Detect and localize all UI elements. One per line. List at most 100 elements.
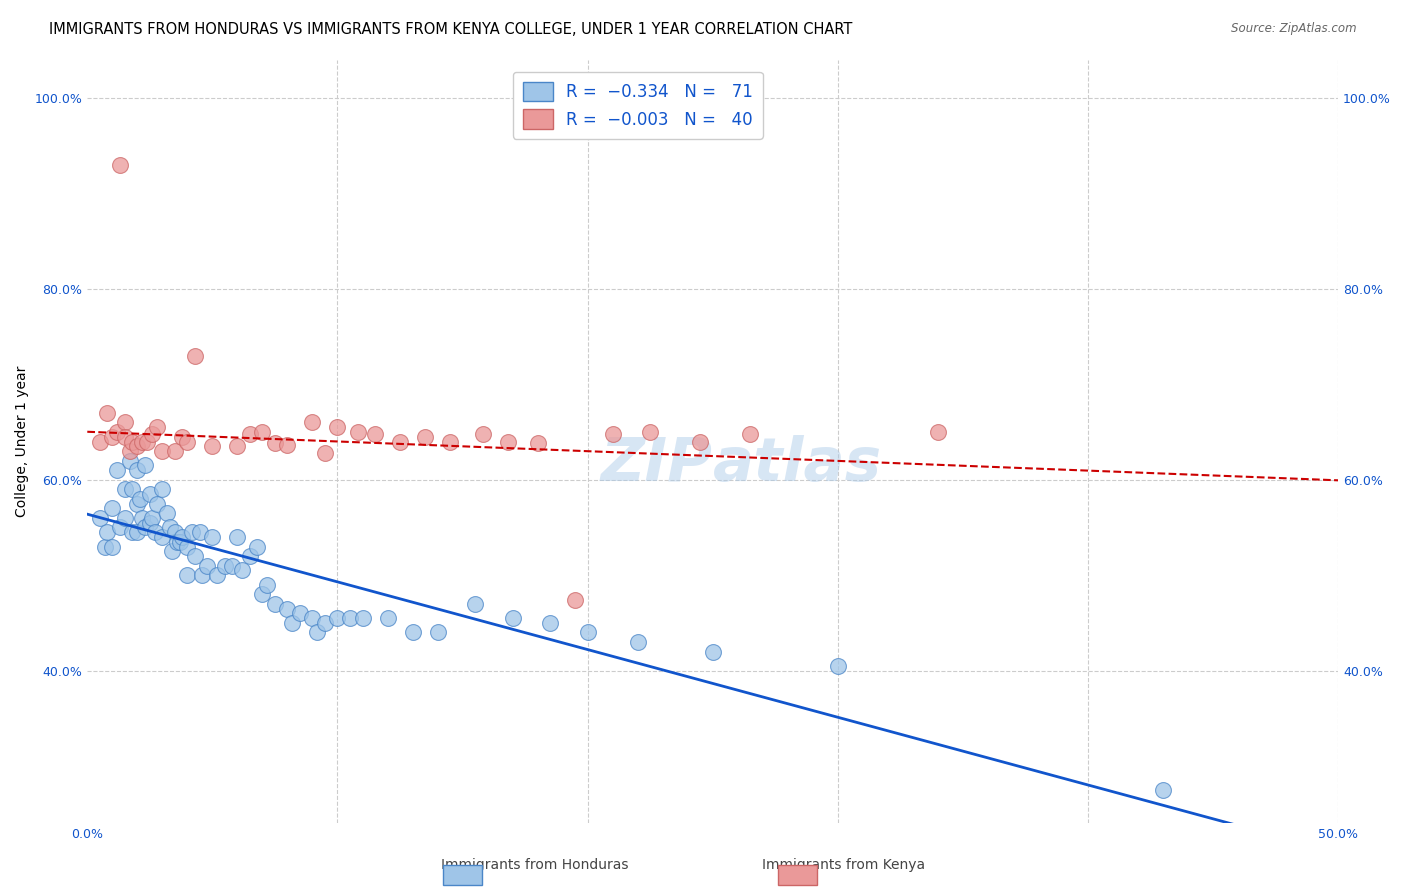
Point <box>108 520 131 534</box>
Point <box>201 530 224 544</box>
Point <box>827 659 849 673</box>
Point <box>221 558 243 573</box>
Point <box>121 525 143 540</box>
Point <box>426 625 449 640</box>
Point <box>131 434 153 449</box>
Point <box>314 615 336 630</box>
Point <box>339 611 361 625</box>
Point <box>105 463 128 477</box>
Point <box>150 444 173 458</box>
Point <box>377 611 399 625</box>
Point <box>689 434 711 449</box>
Point <box>159 520 181 534</box>
Text: atlas: atlas <box>713 435 882 494</box>
Point <box>401 625 423 640</box>
Point <box>226 530 249 544</box>
Point <box>150 530 173 544</box>
Point <box>146 420 169 434</box>
Point <box>139 516 162 530</box>
Point <box>702 644 724 658</box>
Point <box>166 534 188 549</box>
Point <box>96 525 118 540</box>
Point <box>564 593 586 607</box>
Point <box>114 483 136 497</box>
Point <box>439 434 461 449</box>
Point <box>627 635 650 649</box>
Point <box>346 425 368 439</box>
Point <box>118 444 141 458</box>
Point <box>252 587 274 601</box>
Point <box>89 434 111 449</box>
Point <box>740 426 762 441</box>
Point <box>172 430 194 444</box>
Point <box>101 540 124 554</box>
Point <box>239 549 262 563</box>
Point <box>264 436 287 450</box>
Point <box>176 434 198 449</box>
Point <box>127 525 149 540</box>
Point <box>134 520 156 534</box>
Point <box>156 506 179 520</box>
Point <box>176 540 198 554</box>
Point <box>89 511 111 525</box>
Point <box>131 511 153 525</box>
Point <box>252 425 274 439</box>
Point <box>207 568 229 582</box>
Point <box>256 578 278 592</box>
Point <box>114 430 136 444</box>
Point <box>246 540 269 554</box>
Point <box>638 425 661 439</box>
Point <box>108 158 131 172</box>
Point <box>114 416 136 430</box>
Point <box>101 501 124 516</box>
Point <box>141 511 163 525</box>
Point <box>127 439 149 453</box>
Point <box>281 615 304 630</box>
Point <box>276 438 298 452</box>
Point <box>121 434 143 449</box>
Point <box>602 426 624 441</box>
Point <box>231 563 253 577</box>
Point <box>364 426 387 441</box>
Point <box>141 426 163 441</box>
Point <box>96 406 118 420</box>
Point <box>162 544 184 558</box>
Point <box>239 426 262 441</box>
Point <box>307 625 329 640</box>
Point <box>101 430 124 444</box>
Text: IMMIGRANTS FROM HONDURAS VS IMMIGRANTS FROM KENYA COLLEGE, UNDER 1 YEAR CORRELAT: IMMIGRANTS FROM HONDURAS VS IMMIGRANTS F… <box>49 22 852 37</box>
Point <box>927 425 949 439</box>
Legend: R =  −0.334   N =   71, R =  −0.003   N =   40: R = −0.334 N = 71, R = −0.003 N = 40 <box>513 71 763 138</box>
Point <box>181 525 204 540</box>
Point <box>413 430 436 444</box>
Point <box>195 558 219 573</box>
Point <box>184 349 207 363</box>
Point <box>264 597 287 611</box>
Text: ZIP: ZIP <box>600 435 713 494</box>
Point <box>121 483 143 497</box>
Point <box>389 434 412 449</box>
Point <box>163 525 186 540</box>
Text: Immigrants from Kenya: Immigrants from Kenya <box>762 858 925 872</box>
Point <box>143 525 166 540</box>
Point <box>127 497 149 511</box>
Point <box>169 534 191 549</box>
Point <box>134 458 156 473</box>
Point <box>1152 783 1174 797</box>
Point <box>214 558 236 573</box>
Point <box>128 491 150 506</box>
Point <box>496 434 519 449</box>
Point <box>172 530 194 544</box>
Point <box>538 615 561 630</box>
Y-axis label: College, Under 1 year: College, Under 1 year <box>15 366 30 517</box>
Point <box>276 601 298 615</box>
Point <box>464 597 486 611</box>
Point <box>127 463 149 477</box>
Point <box>191 568 214 582</box>
Point <box>176 568 198 582</box>
Point <box>136 434 159 449</box>
Point <box>526 436 548 450</box>
Point <box>146 497 169 511</box>
Point <box>94 540 117 554</box>
Point <box>114 511 136 525</box>
